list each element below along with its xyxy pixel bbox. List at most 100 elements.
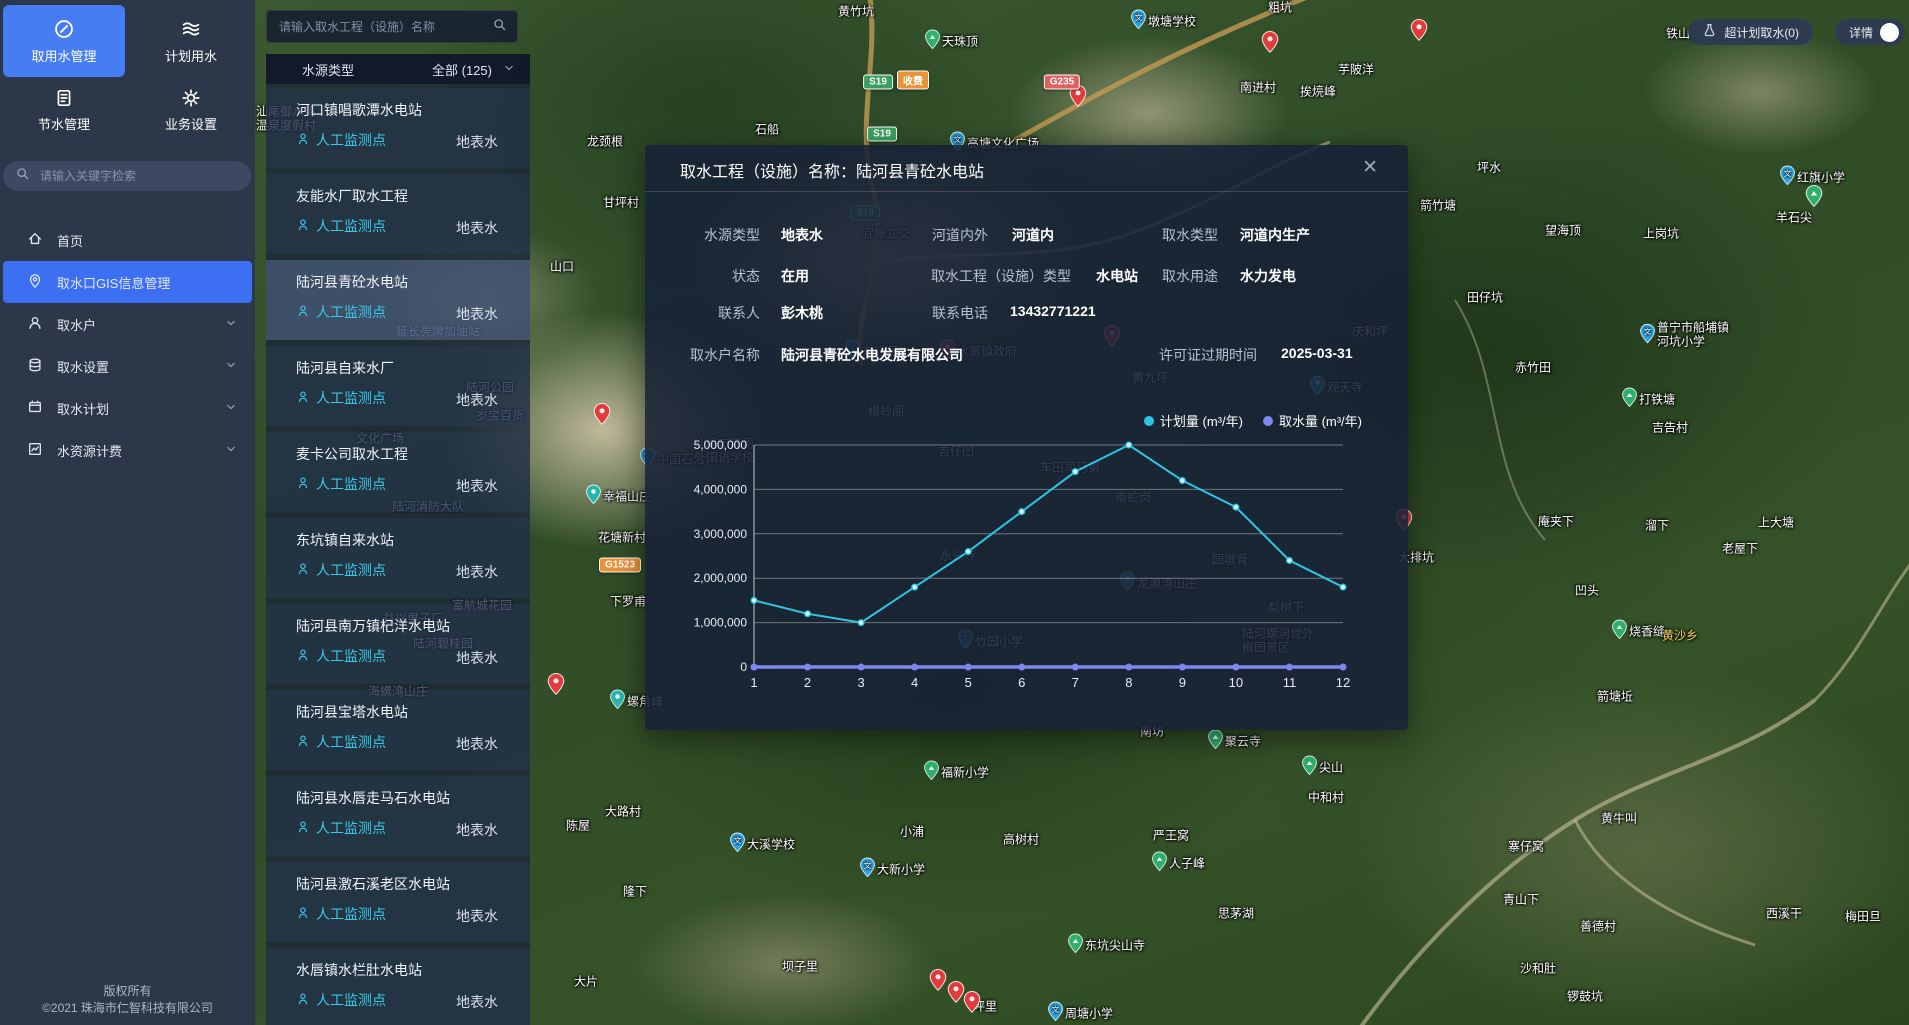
station-search[interactable] xyxy=(266,10,518,43)
monitor-link[interactable]: 人工监测点 xyxy=(296,732,386,752)
detail-label: 详情 xyxy=(1848,25,1873,40)
map-toolbar: 超计划取水(0) 详情 xyxy=(1688,19,1905,45)
monitor-link[interactable]: 人工监测点 xyxy=(296,990,386,1010)
person-icon xyxy=(296,648,310,665)
chevron-down-icon[interactable] xyxy=(224,358,238,375)
module-button-gear[interactable]: 业务设置 xyxy=(130,81,252,139)
water-source-type: 地表水 xyxy=(456,306,498,322)
doc-icon xyxy=(54,88,74,108)
station-list-item[interactable]: 水唇镇水栏肚水电站 人工监测点 地表水 xyxy=(266,948,530,1025)
station-panel-header[interactable]: 水源类型 全部 (125) xyxy=(266,54,530,84)
search-icon[interactable] xyxy=(492,17,507,37)
chevron-down-icon[interactable] xyxy=(224,442,238,459)
source-type-filter[interactable]: 全部 (125) xyxy=(432,62,492,78)
sidebar-item-home[interactable]: 首页 xyxy=(3,219,252,261)
sidebar-item-plan[interactable]: 取水计划 xyxy=(3,387,252,429)
water-source-type: 地表水 xyxy=(456,220,498,236)
detail-toggle[interactable]: 详情 xyxy=(1834,19,1905,45)
svg-text:2: 2 xyxy=(804,675,811,690)
station-list-item[interactable]: 麦卡公司取水工程 人工监测点 地表水 xyxy=(266,432,530,512)
svg-text:7: 7 xyxy=(1072,675,1079,690)
module-button-waves[interactable]: 计划用水 xyxy=(130,5,252,77)
overplan-label: 超计划取水(0) xyxy=(1724,25,1799,40)
station-name: 陆河县南万镇杞洋水电站 xyxy=(296,618,450,634)
person-icon xyxy=(296,132,310,149)
monitor-link[interactable]: 人工监测点 xyxy=(296,302,386,322)
field-label: 取水用途 xyxy=(1162,268,1218,284)
person-icon xyxy=(296,906,310,923)
monitor-link[interactable]: 人工监测点 xyxy=(296,474,386,494)
station-list-item[interactable]: 陆河县自来水厂 人工监测点 地表水 xyxy=(266,346,530,426)
sidebar-search[interactable] xyxy=(3,161,251,191)
station-list-item[interactable]: 东坑镇自来水站 人工监测点 地表水 xyxy=(266,518,530,598)
svg-text:8: 8 xyxy=(1125,675,1132,690)
station-name: 陆河县水唇走马石水电站 xyxy=(296,790,450,806)
sidebar-search-input[interactable] xyxy=(38,168,222,184)
monitor-link[interactable]: 人工监测点 xyxy=(296,904,386,924)
svg-text:11: 11 xyxy=(1283,675,1297,690)
module-label: 取用水管理 xyxy=(31,48,97,64)
field-value: 河道内生产 xyxy=(1240,227,1310,243)
svg-text:3: 3 xyxy=(857,675,864,690)
meter-icon xyxy=(53,18,75,40)
station-list-item[interactable]: 陆河县宝塔水电站 人工监测点 地表水 xyxy=(266,690,530,770)
sidebar-item-user[interactable]: 取水户 xyxy=(3,303,252,345)
station-list: 河口镇唱歌潭水电站 人工监测点 地表水 友能水厂取水工程 人工监测点 地表水 陆河县… xyxy=(266,84,530,1025)
sidebar-item-label: 取水户 xyxy=(57,317,97,333)
sidebar-item-pin[interactable]: 取水口GIS信息管理 xyxy=(3,261,252,303)
svg-text:12: 12 xyxy=(1336,675,1350,690)
monitor-link[interactable]: 人工监测点 xyxy=(296,646,386,666)
chart-legend: 计划量 (m³/年) 取水量 (m³/年) xyxy=(1143,411,1362,430)
monitor-link[interactable]: 人工监测点 xyxy=(296,560,386,580)
svg-text:2,000,000: 2,000,000 xyxy=(694,571,748,585)
person-icon xyxy=(296,390,310,407)
svg-text:4,000,000: 4,000,000 xyxy=(694,482,748,496)
legend-dot xyxy=(1262,415,1273,426)
sidebar-item-money[interactable]: 水资源计费 xyxy=(3,429,252,471)
monitor-link[interactable]: 人工监测点 xyxy=(296,130,386,150)
monitor-link[interactable]: 人工监测点 xyxy=(296,818,386,838)
chevron-down-icon[interactable] xyxy=(224,316,238,333)
station-panel: 水源类型 全部 (125) 河口镇唱歌潭水电站 人工监测点 地表水 友能水厂取水工… xyxy=(266,54,530,1025)
station-name: 陆河县宝塔水电站 xyxy=(296,704,408,720)
source-type-header: 水源类型 xyxy=(302,62,355,78)
water-source-type: 地表水 xyxy=(456,650,498,666)
sidebar-item-db[interactable]: 取水设置 xyxy=(3,345,252,387)
person-icon xyxy=(296,218,310,235)
station-search-input[interactable] xyxy=(277,18,492,35)
svg-text:6: 6 xyxy=(1018,675,1025,690)
station-list-item[interactable]: 陆河县青砼水电站 人工监测点 地表水 xyxy=(266,260,530,340)
station-list-item[interactable]: 河口镇唱歌潭水电站 人工监测点 地表水 xyxy=(266,88,530,168)
field-value: 彭木桃 xyxy=(781,305,823,321)
station-name: 麦卡公司取水工程 xyxy=(296,446,408,462)
legend-label: 取水量 (m³/年) xyxy=(1278,414,1362,429)
legend-item[interactable]: 计划量 (m³/年) xyxy=(1143,411,1243,430)
toggle-knob[interactable] xyxy=(1880,22,1899,42)
station-list-item[interactable]: 陆河县水唇走马石水电站 人工监测点 地表水 xyxy=(266,776,530,856)
module-button-meter[interactable]: 取用水管理 xyxy=(3,5,125,77)
station-list-item[interactable]: 陆河县南万镇杞洋水电站 人工监测点 地表水 xyxy=(266,604,530,684)
station-name: 河口镇唱歌潭水电站 xyxy=(296,102,422,118)
waves-icon xyxy=(180,18,202,40)
field-label: 联系人 xyxy=(718,305,760,321)
sidebar-item-label: 取水口GIS信息管理 xyxy=(57,275,171,291)
field-label: 取水类型 xyxy=(1162,227,1218,243)
field-label: 水源类型 xyxy=(704,227,760,243)
svg-text:9: 9 xyxy=(1179,675,1186,690)
sidebar-item-label: 取水计划 xyxy=(57,401,110,417)
svg-text:0: 0 xyxy=(740,660,747,674)
legend-item[interactable]: 取水量 (m³/年) xyxy=(1262,411,1362,430)
station-list-item[interactable]: 陆河县激石溪老区水电站 人工监测点 地表水 xyxy=(266,862,530,942)
close-icon[interactable]: ✕ xyxy=(1362,157,1378,178)
person-icon xyxy=(296,734,310,751)
monitor-link[interactable]: 人工监测点 xyxy=(296,388,386,408)
sidebar-item-label: 取水设置 xyxy=(57,359,110,375)
chevron-down-icon[interactable] xyxy=(502,61,516,78)
station-list-item[interactable]: 友能水厂取水工程 人工监测点 地表水 xyxy=(266,174,530,254)
monitor-link[interactable]: 人工监测点 xyxy=(296,216,386,236)
module-label: 业务设置 xyxy=(164,116,217,132)
overplan-alert-button[interactable]: 超计划取水(0) xyxy=(1688,19,1813,45)
module-button-doc[interactable]: 节水管理 xyxy=(3,81,125,139)
chevron-down-icon[interactable] xyxy=(224,400,238,417)
